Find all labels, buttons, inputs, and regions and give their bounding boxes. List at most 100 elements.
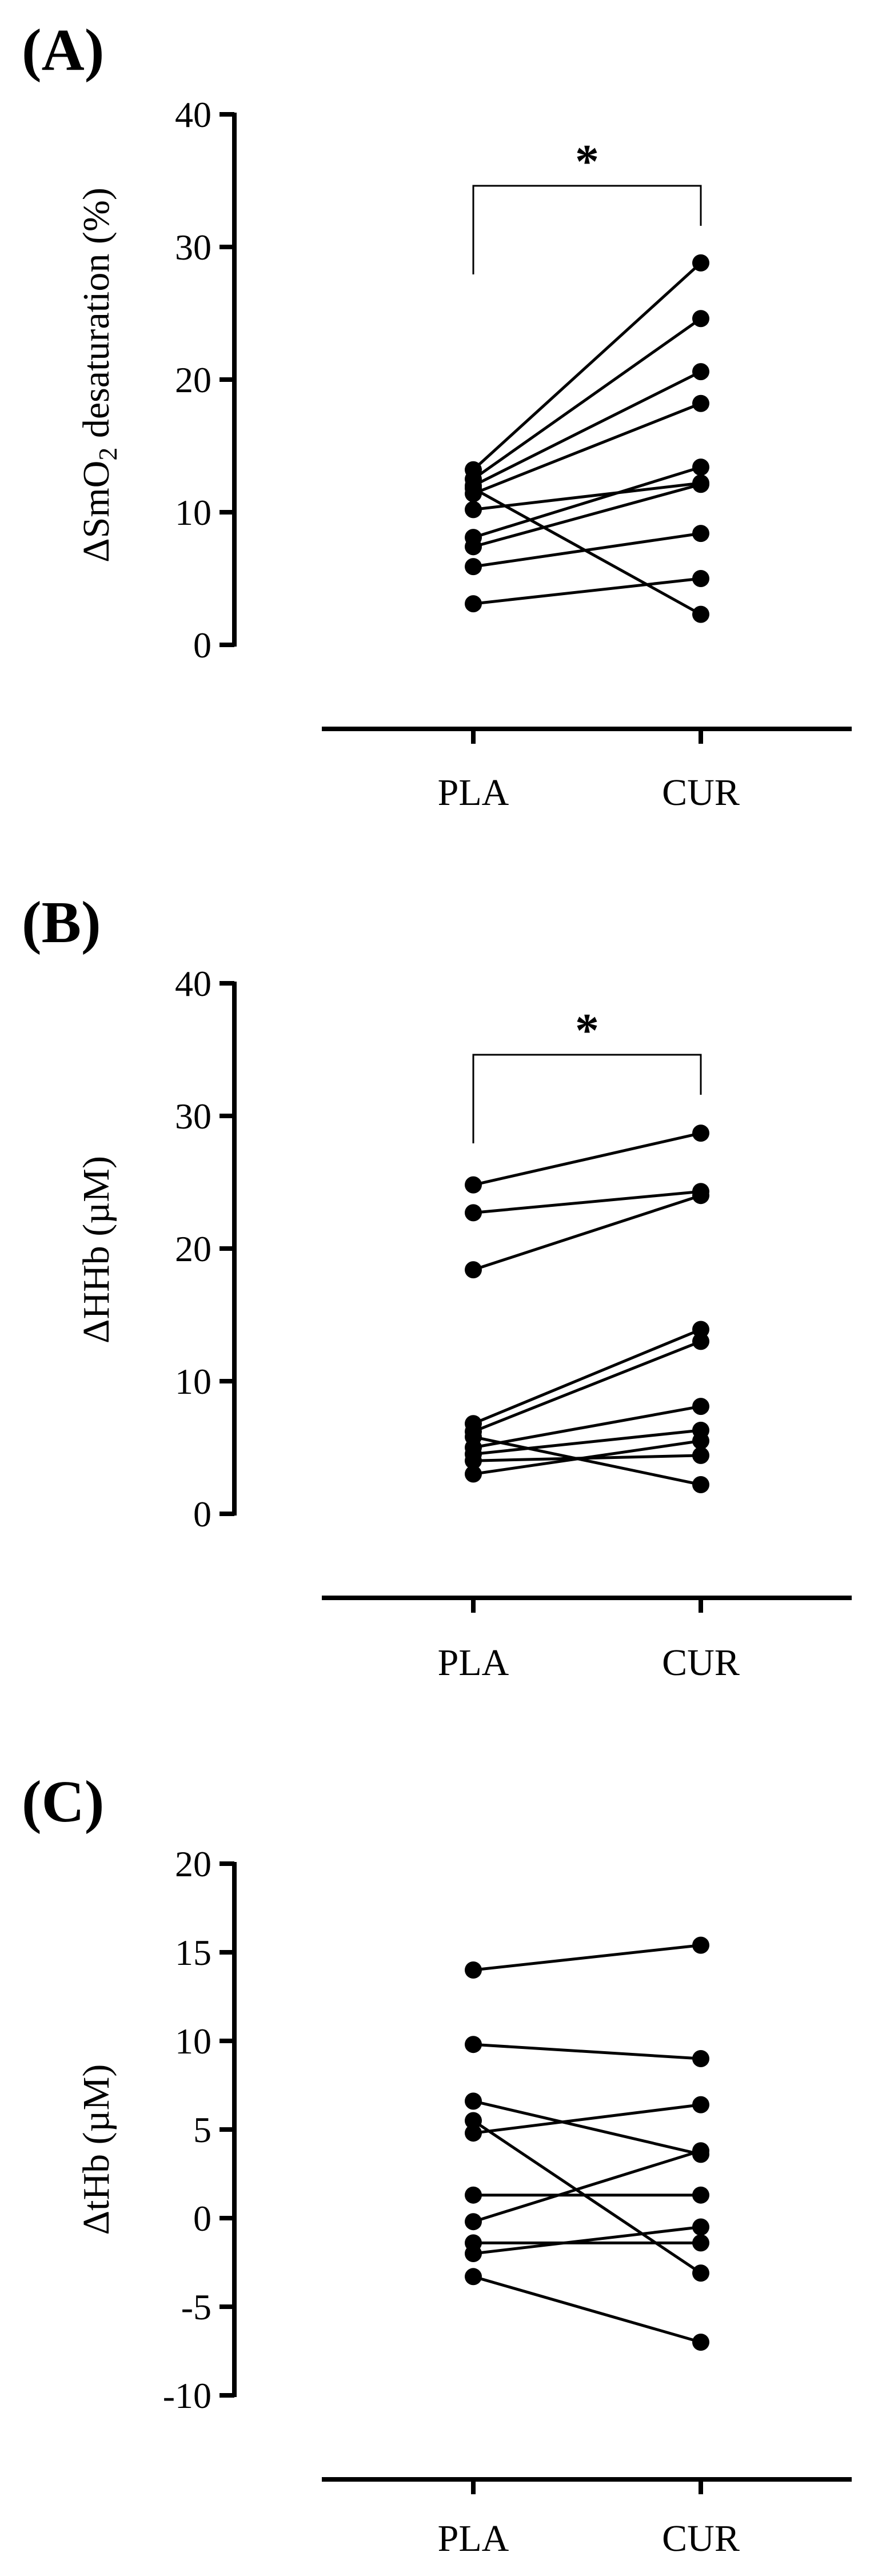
panel-c-y-tick-label: -10	[163, 2375, 211, 2416]
panel-b-point-pla	[465, 1176, 482, 1194]
panel-a-pair-line	[472, 370, 702, 487]
panel-c-pair-line	[472, 2119, 702, 2275]
panel-c-y-ticks: -10 -5 0 5 10 15 20	[163, 1844, 237, 2416]
panel-a-point-cur	[692, 394, 709, 412]
panel-c-y-tick-label: 20	[175, 1844, 211, 1884]
panel-a-x-tick-label-cur: CUR	[662, 772, 740, 814]
panel-b-significance-bracket	[472, 1054, 702, 1143]
panel-c-y-tick-label: -5	[181, 2287, 211, 2327]
panel-c-point-pla	[465, 1961, 482, 1979]
panel-b-pair-line	[473, 1405, 701, 1449]
panel-c-plot-area	[322, 1936, 852, 2494]
panel-b-x-tick-label-pla: PLA	[438, 1642, 509, 1684]
panel-c-pair-line	[473, 1944, 701, 1972]
panel-a-y-axis-title: ΔSmO2 desaturation (%)	[75, 188, 122, 563]
panel-b-y-tick-label: 0	[193, 1494, 211, 1534]
panel-b-point-cur	[692, 1124, 709, 1142]
panel-c-y-tick-label: 0	[193, 2198, 211, 2239]
panel-c: (C) ΔtHb (µM) -10 -5 0 5 10 15 20 PLA CUR	[22, 1769, 852, 2559]
panel-a-point-cur	[692, 570, 709, 587]
panel-a-significance-bracket	[472, 185, 702, 274]
panel-a-label: (A)	[22, 17, 104, 83]
panel-c-point-pla	[465, 2213, 482, 2231]
panel-a-plot-area: *	[322, 135, 852, 744]
panel-c-point-pla	[465, 2112, 482, 2130]
panel-c-point-cur	[692, 2218, 709, 2236]
panel-a-point-cur	[692, 458, 709, 476]
panel-b-point-pla	[465, 1452, 482, 1470]
panel-b: (B) ΔHHb (µM) 0 10 20 30 40 * PLA CUR	[22, 890, 852, 1684]
panel-a-point-cur	[692, 605, 709, 623]
panel-a-pair-line	[473, 402, 701, 495]
panel-c-point-pla	[465, 2036, 482, 2053]
panel-c-y-axis-title: ΔtHb (µM)	[75, 2064, 117, 2235]
panel-a-y-tick-label: 40	[175, 94, 211, 135]
panel-b-point-pla	[465, 1204, 482, 1222]
panel-b-y-tick-label: 30	[175, 1096, 211, 1137]
panel-a-y-tick-label: 20	[175, 360, 211, 400]
panel-c-point-cur	[692, 2264, 709, 2282]
panel-b-y-axis-title: ΔHHb (µM)	[75, 1156, 117, 1343]
panel-a-point-pla	[465, 595, 482, 613]
panel-b-pair-line	[473, 1435, 701, 1486]
panel-b-pair-line	[473, 1328, 701, 1425]
panel-b-point-cur	[692, 1333, 709, 1350]
panel-c-y-axis-title-main: ΔtHb (µM)	[75, 2064, 117, 2235]
panel-b-pair-line	[473, 1340, 701, 1433]
panel-b-y-tick-label: 20	[175, 1229, 211, 1269]
panel-c-pair-line	[473, 2226, 701, 2255]
panel-c-pair-line	[473, 2103, 701, 2135]
panel-c-y-tick-label: 10	[175, 2021, 211, 2061]
panel-c-pair-line	[473, 2099, 701, 2156]
panel-a-y-ticks: 0 10 20 30 40	[175, 94, 237, 665]
panel-c-y-tick-label: 5	[193, 2110, 211, 2150]
panel-b-pair-line	[473, 1131, 701, 1187]
panel-a-point-pla	[465, 538, 482, 556]
panel-a-point-cur	[692, 476, 709, 493]
panel-c-point-cur	[692, 2050, 709, 2067]
panel-b-x-tick-label-cur: CUR	[662, 1642, 740, 1684]
panel-c-point-cur	[692, 2142, 709, 2160]
panel-a-point-cur	[692, 363, 709, 381]
panel-b-y-ticks: 0 10 20 30 40	[175, 963, 237, 1534]
panel-a-pair-line	[472, 317, 702, 481]
panel-c-y-tick-label: 15	[175, 1932, 211, 1973]
panel-a-y-tick-label: 30	[175, 227, 211, 268]
panel-a-pair-line	[473, 482, 701, 548]
panel-a-point-cur	[692, 254, 709, 272]
panel-c-point-cur	[692, 1936, 709, 1954]
panel-b-point-cur	[692, 1432, 709, 1450]
panel-b-point-cur	[692, 1321, 709, 1338]
panel-a-pair-line	[472, 261, 702, 471]
panel-a-x-tick-label-pla: PLA	[438, 772, 509, 814]
panel-b-pair-line	[473, 1194, 701, 1271]
panel-b-point-cur	[692, 1446, 709, 1464]
panel-b-pair-line	[473, 1190, 701, 1214]
panel-a-pair-line	[473, 465, 701, 539]
panel-c-x-tick-label-pla: PLA	[438, 2518, 509, 2559]
panel-c-point-cur	[692, 2334, 709, 2351]
panel-b-pair-line	[473, 1429, 701, 1456]
panel-c-pair-line	[473, 2149, 701, 2223]
panel-c-point-cur	[692, 2186, 709, 2204]
panel-a-y-tick-label: 0	[193, 625, 211, 665]
panel-c-point-pla	[465, 2186, 482, 2204]
panel-a-point-cur	[692, 525, 709, 543]
panel-b-point-cur	[692, 1398, 709, 1415]
panel-b-pair-line	[473, 1454, 701, 1462]
panel-a-y-axis-title-subscript: 2	[93, 448, 122, 461]
panel-c-point-pla	[465, 2245, 482, 2262]
panel-c-pair-line	[473, 2275, 701, 2344]
panel-a-significance-star: *	[575, 135, 599, 188]
panel-c-point-pla	[465, 2092, 482, 2110]
panel-c-point-cur	[692, 2096, 709, 2114]
panel-a-point-pla	[465, 480, 482, 497]
panel-a-point-cur	[692, 310, 709, 328]
panel-b-y-tick-label: 40	[175, 963, 211, 1004]
panel-c-x-tick-label-cur: CUR	[662, 2518, 740, 2559]
panel-b-y-axis-title-main: ΔHHb (µM)	[75, 1156, 117, 1343]
panel-b-point-pla	[465, 1261, 482, 1279]
panel-c-point-cur	[692, 2234, 709, 2252]
